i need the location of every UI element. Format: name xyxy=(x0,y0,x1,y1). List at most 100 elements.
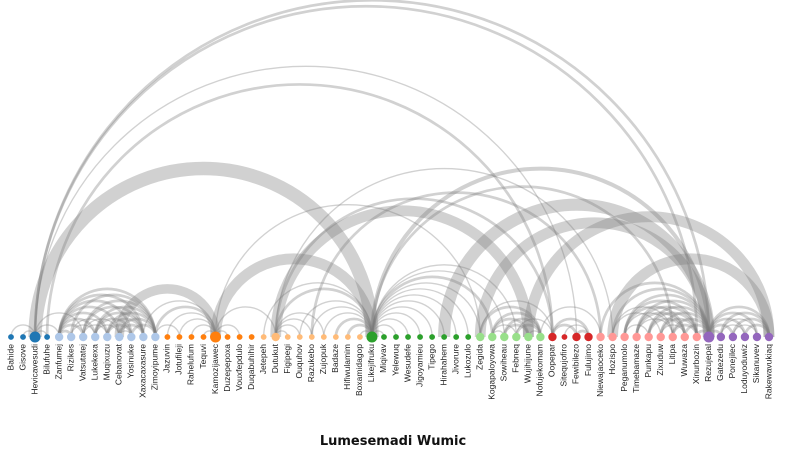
link-arc xyxy=(154,324,181,338)
node-label: Vatsutatej xyxy=(77,344,87,381)
link-arc xyxy=(502,323,530,338)
node-label: Kogapaloyowa xyxy=(487,344,497,400)
node-label: Dutukut xyxy=(270,343,280,373)
node-marker xyxy=(344,334,351,340)
link-arc xyxy=(105,311,157,338)
link-arc xyxy=(563,324,590,338)
node-label: Peganumolo xyxy=(619,344,629,392)
labels-layer: Bahide Gisove Hevicavesudi Bilufuhe Zanfumej… xyxy=(5,343,773,400)
node-label: Boxamidagop xyxy=(354,344,364,396)
link-arc xyxy=(57,305,121,338)
link-arc xyxy=(93,317,133,338)
node-label: Ouquhov xyxy=(294,343,304,378)
link-arc xyxy=(369,166,711,338)
link-arc xyxy=(274,197,554,338)
link-arc xyxy=(732,324,758,338)
node-marker xyxy=(381,334,387,340)
node-label: Kamozijawec xyxy=(210,343,220,394)
node-marker xyxy=(236,334,243,340)
link-arc xyxy=(623,299,699,338)
link-arc xyxy=(117,317,157,338)
link-arc xyxy=(57,287,157,338)
node-marker xyxy=(740,332,750,342)
node-label: Punkapu xyxy=(643,344,653,378)
link-arc xyxy=(707,317,747,338)
link-arc xyxy=(514,323,542,338)
link-arc xyxy=(515,318,554,338)
link-arc xyxy=(334,317,374,338)
link-arc xyxy=(82,324,108,338)
node-label: Cebanovat xyxy=(114,343,124,385)
node-marker xyxy=(224,334,231,340)
node-label: Rakewavukiaq xyxy=(763,344,773,400)
node-marker xyxy=(54,332,64,342)
node-marker xyxy=(332,334,339,340)
node-marker xyxy=(20,334,26,340)
node-label: Jazuvin xyxy=(162,344,172,373)
node-label: Figipegi xyxy=(282,344,292,374)
link-arc xyxy=(371,306,433,338)
link-arc xyxy=(105,323,133,338)
node-label: Bahide xyxy=(5,344,15,371)
node-label: Zanfumej xyxy=(53,344,63,380)
node-marker xyxy=(139,332,148,342)
node-label: Zixuduw xyxy=(655,343,665,376)
link-arc xyxy=(707,311,759,338)
link-arc xyxy=(671,323,699,338)
node-label: Jotufileji xyxy=(174,344,184,375)
link-arc xyxy=(719,311,771,338)
link-arc xyxy=(720,318,758,338)
link-arc xyxy=(371,270,505,338)
link-arc xyxy=(57,293,145,338)
node-marker xyxy=(680,332,689,342)
link-arc xyxy=(323,312,373,338)
link-arc xyxy=(45,83,554,338)
link-arc xyxy=(659,311,711,338)
link-arc xyxy=(70,324,96,338)
node-marker xyxy=(692,332,702,342)
node-label: Oopepar xyxy=(547,344,557,377)
link-arc xyxy=(311,306,373,338)
node-marker xyxy=(248,334,255,340)
link-arc xyxy=(34,312,84,338)
node-label: Tequvi xyxy=(198,344,208,369)
node-marker xyxy=(656,332,665,342)
link-arc xyxy=(659,317,699,338)
node-marker xyxy=(764,332,774,342)
link-arc xyxy=(299,300,373,338)
node-marker xyxy=(284,334,291,340)
node-label: Jetepeh xyxy=(258,344,268,375)
node-marker xyxy=(465,334,472,340)
diagram-title: Lumesemadi Wumic xyxy=(319,434,467,449)
node-marker xyxy=(308,334,315,340)
link-arc xyxy=(370,185,675,338)
node-label: Likejifruku xyxy=(366,344,376,383)
node-marker xyxy=(548,332,557,342)
link-arc xyxy=(57,317,97,338)
link-arc xyxy=(611,306,674,338)
node-marker xyxy=(417,334,423,340)
link-arc xyxy=(57,311,109,338)
node-label: Hozispo xyxy=(607,344,617,375)
node-marker xyxy=(716,332,726,342)
node-marker xyxy=(524,332,533,342)
node-label: Razukebo xyxy=(306,344,316,383)
link-arc xyxy=(82,318,120,338)
node-marker xyxy=(176,334,183,340)
link-arc xyxy=(599,281,711,338)
link-arc xyxy=(105,317,145,338)
link-arc xyxy=(166,312,217,338)
link-arc xyxy=(371,264,518,338)
link-arc xyxy=(474,217,715,338)
link-arc xyxy=(214,203,481,338)
link-arc xyxy=(114,284,221,338)
node-marker xyxy=(608,332,617,342)
links-layer xyxy=(10,0,775,338)
link-arc xyxy=(370,275,494,338)
link-arc xyxy=(371,294,457,338)
node-marker xyxy=(210,331,222,343)
node-label: Sowiheau xyxy=(499,344,509,382)
node-marker xyxy=(66,332,76,342)
link-arc xyxy=(635,305,699,338)
